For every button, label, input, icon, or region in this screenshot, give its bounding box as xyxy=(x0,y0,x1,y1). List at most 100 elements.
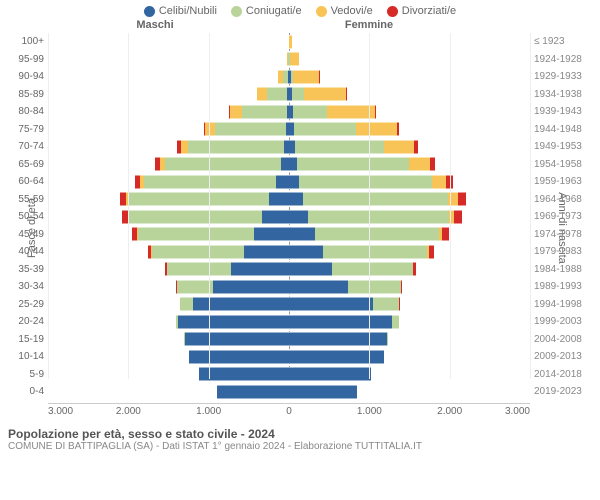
bar-segment-c xyxy=(289,175,299,189)
bar-segment-c xyxy=(289,280,348,294)
bar-segment-c xyxy=(199,367,289,381)
bar-segment-co xyxy=(215,122,286,136)
chart-subtitle: COMUNE DI BATTIPAGLIA (SA) - Dati ISTAT … xyxy=(8,441,592,452)
bar-segment-co xyxy=(144,175,277,189)
x-tick: 0 xyxy=(286,406,292,417)
female-bar xyxy=(289,87,530,101)
age-row: 75-791944-1948 xyxy=(48,121,530,139)
bar-segment-co xyxy=(129,210,262,224)
bar-segment-c xyxy=(193,297,289,311)
gridline xyxy=(128,33,129,379)
bar-segment-d xyxy=(375,105,376,119)
male-bar xyxy=(48,315,289,329)
bar-segment-co xyxy=(303,192,448,206)
bar-segment-co xyxy=(332,262,412,276)
birth-years-label: 1989-1993 xyxy=(534,281,592,292)
header-males: Maschi xyxy=(0,19,262,31)
bar-segment-c xyxy=(262,210,289,224)
age-label: 35-39 xyxy=(10,264,44,275)
bar-segment-co xyxy=(295,140,383,154)
bar-segment-co xyxy=(392,315,399,329)
male-bar xyxy=(48,227,289,241)
birth-years-label: 1974-1978 xyxy=(534,229,592,240)
bar-segment-co xyxy=(180,297,193,311)
bar-segment-c xyxy=(213,280,289,294)
male-bar xyxy=(48,210,289,224)
male-bar xyxy=(48,350,289,364)
birth-years-label: 1984-1988 xyxy=(534,264,592,275)
age-row: 5-92014-2018 xyxy=(48,366,530,384)
age-label: 95-99 xyxy=(10,54,44,65)
legend-label: Divorziati/e xyxy=(402,5,456,17)
chart-footer: Popolazione per età, sesso e stato civil… xyxy=(0,423,600,452)
age-label: 70-74 xyxy=(10,141,44,152)
birth-years-label: 1994-1998 xyxy=(534,299,592,310)
male-bar xyxy=(48,105,289,119)
bar-segment-v xyxy=(181,140,188,154)
male-bar xyxy=(48,52,289,66)
birth-years-label: 1964-1968 xyxy=(534,194,592,205)
bar-segment-co xyxy=(308,210,449,224)
age-label: 40-44 xyxy=(10,246,44,257)
bar-segment-co xyxy=(128,192,269,206)
legend-swatch xyxy=(231,6,242,17)
age-row: 30-341989-1993 xyxy=(48,278,530,296)
age-row: 40-441979-1983 xyxy=(48,243,530,261)
bar-segment-co xyxy=(242,105,287,119)
male-bar xyxy=(48,332,289,346)
bar-segment-c xyxy=(289,227,315,241)
male-bar xyxy=(48,157,289,171)
birth-years-label: 1969-1973 xyxy=(534,211,592,222)
bar-segment-d xyxy=(458,192,466,206)
bar-segment-co xyxy=(323,245,427,259)
age-row: 20-241999-2003 xyxy=(48,313,530,331)
chart-title: Popolazione per età, sesso e stato civil… xyxy=(8,427,592,441)
gridline xyxy=(369,33,370,379)
age-label: 25-29 xyxy=(10,299,44,310)
male-bar xyxy=(48,175,289,189)
bar-segment-v xyxy=(409,157,430,171)
female-bar xyxy=(289,262,530,276)
age-label: 90-94 xyxy=(10,71,44,82)
bar-segment-v xyxy=(289,35,291,49)
male-bar xyxy=(48,122,289,136)
female-bar xyxy=(289,280,530,294)
female-bar xyxy=(289,175,530,189)
birth-years-label: 1959-1963 xyxy=(534,176,592,187)
birth-years-label: 1944-1948 xyxy=(534,124,592,135)
bar-segment-co xyxy=(267,87,288,101)
male-bar xyxy=(48,367,289,381)
female-bar xyxy=(289,297,530,311)
bar-segment-c xyxy=(276,175,289,189)
female-bar xyxy=(289,105,530,119)
age-row: 50-541969-1973 xyxy=(48,208,530,226)
male-bar xyxy=(48,262,289,276)
age-row: 10-142009-2013 xyxy=(48,348,530,366)
bar-segment-co xyxy=(315,227,440,241)
bar-segment-co xyxy=(299,175,432,189)
bar-segment-c xyxy=(289,245,323,259)
bar-segment-c xyxy=(289,210,308,224)
female-bar xyxy=(289,52,530,66)
female-bar xyxy=(289,192,530,206)
x-tick: 1.000 xyxy=(357,406,382,417)
bar-segment-v xyxy=(293,70,319,84)
age-label: 50-54 xyxy=(10,211,44,222)
bar-segment-c xyxy=(289,262,332,276)
bar-segment-c xyxy=(178,315,289,329)
bar-segment-v xyxy=(327,105,375,119)
plot-area: Fasce di età Anni di nascita 100+≤ 19239… xyxy=(0,33,600,423)
female-bar xyxy=(289,157,530,171)
age-label: 60-64 xyxy=(10,176,44,187)
bar-segment-c xyxy=(289,385,357,399)
birth-years-label: 1949-1953 xyxy=(534,141,592,152)
birth-years-label: 1954-1958 xyxy=(534,159,592,170)
female-bar xyxy=(289,35,530,49)
male-bar xyxy=(48,35,289,49)
bar-segment-d xyxy=(429,245,434,259)
birth-years-label: 1939-1943 xyxy=(534,106,592,117)
legend-item: Celibi/Nubili xyxy=(144,5,217,17)
gridline xyxy=(450,33,451,379)
male-bar xyxy=(48,87,289,101)
bar-segment-d xyxy=(397,122,399,136)
